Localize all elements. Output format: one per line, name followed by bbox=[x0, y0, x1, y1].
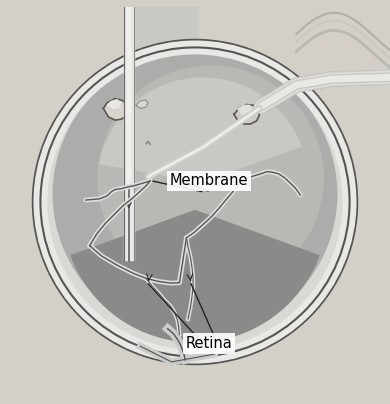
Circle shape bbox=[98, 65, 324, 292]
Text: Membrane: Membrane bbox=[169, 173, 248, 188]
Polygon shape bbox=[107, 100, 121, 108]
Polygon shape bbox=[238, 105, 253, 115]
Circle shape bbox=[33, 40, 357, 364]
FancyBboxPatch shape bbox=[135, 0, 199, 85]
Text: Retina: Retina bbox=[185, 336, 232, 351]
Wedge shape bbox=[99, 77, 301, 183]
Polygon shape bbox=[234, 105, 259, 124]
Polygon shape bbox=[103, 99, 129, 120]
Polygon shape bbox=[136, 100, 148, 108]
Circle shape bbox=[53, 52, 337, 337]
Wedge shape bbox=[70, 210, 320, 343]
Circle shape bbox=[40, 46, 350, 358]
